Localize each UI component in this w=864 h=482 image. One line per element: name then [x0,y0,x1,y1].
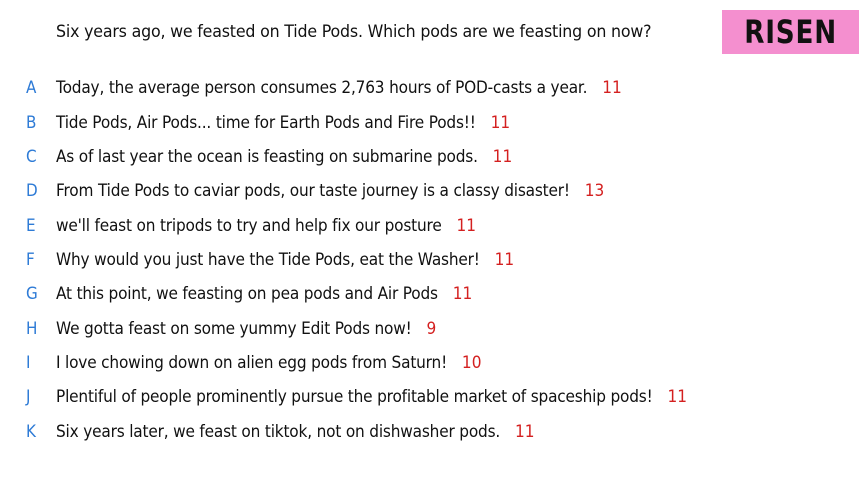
answer-letter: E [26,215,36,235]
answer-letter: H [26,318,38,338]
answer-text: We gotta feast on some yummy Edit Pods n… [56,318,412,338]
answer-letter: G [26,283,38,303]
vote-count: 11 [492,146,513,166]
answer-text: Tide Pods, Air Pods... time for Earth Po… [56,112,476,132]
answer-text: At this point, we feasting on pea pods a… [56,283,438,303]
answer-letter: J [26,386,31,406]
answer-line: Tide Pods, Air Pods... time for Earth Po… [56,113,510,132]
answer-line: At this point, we feasting on pea pods a… [56,284,472,303]
answer-text: Plentiful of people prominently pursue t… [56,386,653,406]
answer-letter: C [26,146,37,166]
badge-label: RISEN [744,13,837,51]
answer-text: From Tide Pods to caviar pods, our taste… [56,180,570,200]
answer-letter: K [26,421,36,441]
vote-count: 10 [461,352,482,372]
answer-line: I love chowing down on alien egg pods fr… [56,353,481,372]
answer-text: As of last year the ocean is feasting on… [56,146,478,166]
answer-text: Why would you just have the Tide Pods, e… [56,249,480,269]
vote-count: 11 [514,421,535,441]
answer-text: Today, the average person consumes 2,763… [56,77,588,97]
vote-count: 11 [490,112,511,132]
answer-text: we'll feast on tripods to try and help f… [56,215,442,235]
vote-count: 11 [602,77,622,97]
answer-line: Six years later, we feast on tiktok, not… [56,422,534,441]
answer-line: Plentiful of people prominently pursue t… [56,387,687,406]
vote-count: 11 [452,283,473,303]
answer-line: Why would you just have the Tide Pods, e… [56,250,514,269]
answer-line: As of last year the ocean is feasting on… [56,147,512,166]
vote-count: 11 [456,215,477,235]
vote-count: 9 [426,318,437,338]
answer-line: Today, the average person consumes 2,763… [56,78,622,97]
vote-count: 11 [667,386,687,406]
answer-letter: B [26,112,37,132]
vote-count: 11 [494,249,515,269]
answer-line: we'll feast on tripods to try and help f… [56,216,476,235]
risen-badge: RISEN [722,10,859,54]
answer-letter: A [26,77,37,97]
answer-line: We gotta feast on some yummy Edit Pods n… [56,319,436,338]
vote-count: 13 [584,180,605,200]
answer-text: Six years later, we feast on tiktok, not… [56,421,501,441]
answer-letter: D [26,180,38,200]
question-title: Six years ago, we feasted on Tide Pods. … [56,22,652,41]
answer-letter: F [26,249,35,269]
answer-text: I love chowing down on alien egg pods fr… [56,352,448,372]
answer-letter: I [26,352,31,372]
answer-line: From Tide Pods to caviar pods, our taste… [56,181,604,200]
